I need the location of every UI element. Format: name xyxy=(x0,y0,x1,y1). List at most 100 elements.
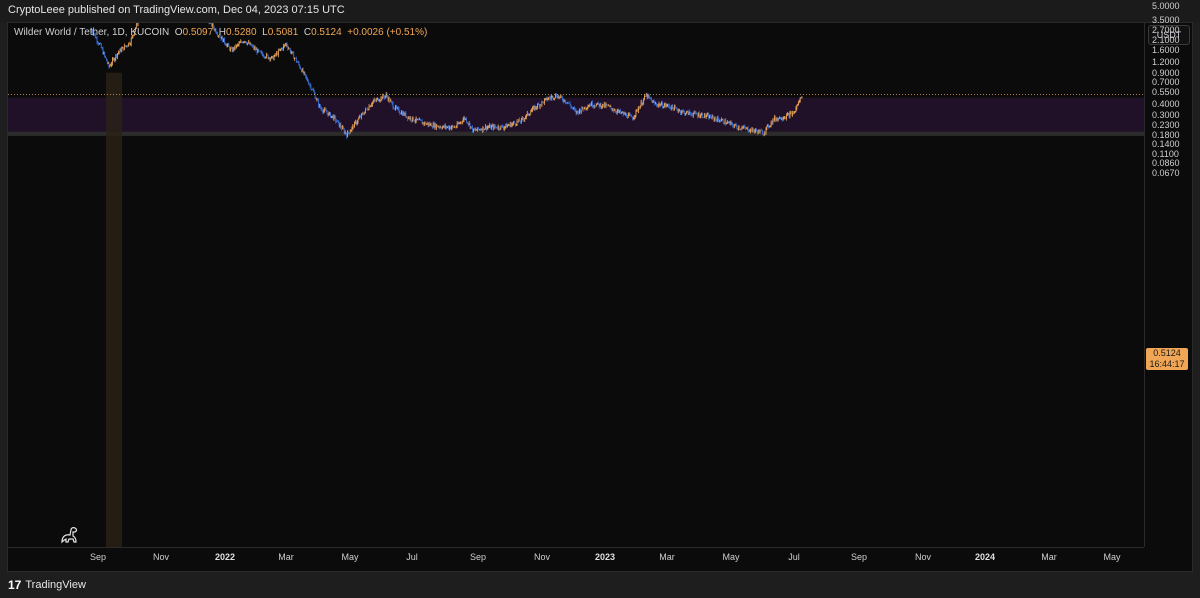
candle-body xyxy=(702,113,704,118)
candle-body xyxy=(640,101,642,106)
candle-body xyxy=(679,110,680,112)
candle-body xyxy=(654,102,656,104)
candle-body xyxy=(778,117,780,119)
candle-body xyxy=(211,23,212,27)
candle-body xyxy=(425,122,426,125)
candle-body xyxy=(271,56,272,59)
candle-body xyxy=(481,129,483,131)
candle-body xyxy=(574,109,576,111)
candle-body xyxy=(349,131,351,134)
candle-body xyxy=(695,112,697,114)
candle-body xyxy=(361,113,363,115)
candle-body xyxy=(423,122,425,125)
candle-body xyxy=(279,49,281,51)
candle-body xyxy=(448,126,449,129)
candle-body xyxy=(310,85,312,90)
candle-body xyxy=(367,109,369,111)
candle-body xyxy=(396,107,398,109)
candle-body xyxy=(657,104,659,107)
candle-body xyxy=(467,122,468,124)
candle-body xyxy=(759,130,761,133)
candle-body xyxy=(793,112,794,114)
candle-body xyxy=(582,107,584,109)
candle-body xyxy=(248,42,249,43)
candle-body xyxy=(538,104,539,105)
candle-body xyxy=(483,126,485,131)
candle-body xyxy=(675,107,677,109)
candle-body xyxy=(615,110,616,112)
candle-body xyxy=(514,123,516,125)
price-chart[interactable] xyxy=(8,23,1144,547)
candle-body xyxy=(124,45,126,47)
candle-body xyxy=(233,47,235,50)
candle-body xyxy=(662,102,663,108)
candle-body xyxy=(680,110,681,113)
candle-body xyxy=(684,111,686,115)
candle-body xyxy=(289,48,291,53)
candle-body xyxy=(219,36,221,38)
candle-body xyxy=(385,94,387,96)
candle-body xyxy=(315,98,317,100)
candle-body xyxy=(755,129,757,131)
candle-body xyxy=(337,120,338,122)
candle-body xyxy=(606,104,608,106)
candle-body xyxy=(786,114,787,119)
symbol-name: Wilder World / Tether, 1D, KUCOIN xyxy=(14,27,170,38)
candle-body xyxy=(741,127,743,130)
tradingview-brand[interactable]: 17 TradingView xyxy=(8,578,86,592)
candle-body xyxy=(590,104,591,106)
candle-body xyxy=(723,122,725,124)
candle-body xyxy=(355,121,357,124)
candle-body xyxy=(585,106,586,109)
candle-body xyxy=(671,105,673,110)
candle-body xyxy=(324,109,325,111)
candle-body xyxy=(520,118,522,122)
candle-body xyxy=(351,127,353,131)
candle-body xyxy=(690,113,692,115)
currency-button[interactable]: USDT xyxy=(1148,25,1190,45)
candle-body xyxy=(560,95,562,97)
candle-body xyxy=(221,36,223,40)
candle-body xyxy=(517,121,519,122)
candle-body xyxy=(246,42,248,45)
candle-body xyxy=(354,122,355,128)
candle-body xyxy=(112,59,113,64)
candle-body xyxy=(424,122,426,125)
candle-body xyxy=(557,95,559,99)
candle-body xyxy=(642,102,644,105)
candle-body xyxy=(114,58,116,61)
candle-body xyxy=(516,121,518,125)
candle-body xyxy=(733,125,735,127)
candle-body xyxy=(653,101,655,103)
candle-body xyxy=(722,119,723,121)
candle-body xyxy=(244,41,246,43)
candle-body xyxy=(301,69,302,72)
candle-body xyxy=(459,123,461,124)
change-value: +0.0026 (+0.51%) xyxy=(347,27,428,38)
candle-body xyxy=(125,45,127,47)
candle-body xyxy=(760,130,762,132)
candle-body xyxy=(391,101,393,104)
candle-body xyxy=(575,110,577,114)
price-tick: 5.0000 xyxy=(1152,1,1180,12)
candle-body xyxy=(789,112,791,118)
price-tick: 0.9000 xyxy=(1152,67,1180,78)
candle-body xyxy=(781,119,783,120)
candle-body xyxy=(443,125,445,128)
candle-body xyxy=(276,52,278,55)
candle-body xyxy=(757,129,759,134)
candle-body xyxy=(657,105,658,107)
tradingview-logo-icon: 17 xyxy=(8,578,22,592)
candle-body xyxy=(584,106,585,110)
published-text: CryptoLeee published on TradingView.com,… xyxy=(8,4,345,16)
candle-body xyxy=(216,32,218,34)
candle-body xyxy=(581,107,583,111)
candle-body xyxy=(668,104,669,106)
candle-body xyxy=(236,45,237,48)
candle-body xyxy=(603,103,604,107)
candle-body xyxy=(231,48,233,52)
candle-body xyxy=(456,123,458,127)
candle-body xyxy=(613,110,615,111)
candle-body xyxy=(488,127,490,128)
candle-body xyxy=(234,45,236,50)
